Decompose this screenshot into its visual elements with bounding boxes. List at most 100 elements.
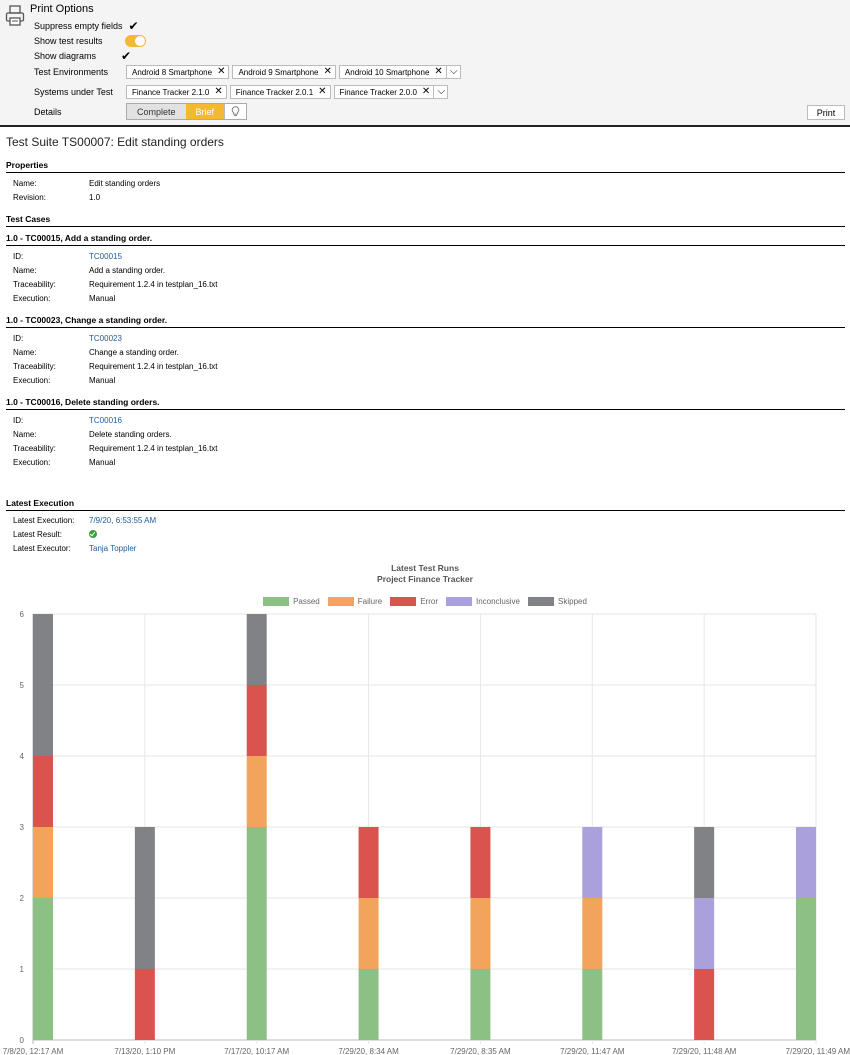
test-case-id-link[interactable]: TC00023 xyxy=(89,334,122,343)
latest-executor-link[interactable]: Tanja Toppler xyxy=(89,544,137,553)
y-tick-label: 0 xyxy=(20,1036,25,1045)
property-label: Name: xyxy=(13,179,37,188)
y-tick-label: 5 xyxy=(20,681,25,690)
chevron-down-icon[interactable]: ⌵ xyxy=(450,66,458,77)
field-value: Manual xyxy=(89,294,116,303)
x-tick-label: 7/8/20, 12:17 AM xyxy=(3,1047,64,1055)
field-label: Traceability: xyxy=(13,362,56,371)
field-label: ID: xyxy=(13,416,24,425)
show-results-row: Show test results xyxy=(34,34,103,48)
systems-under-test-row: Systems under Test xyxy=(34,85,113,99)
field-label: Name: xyxy=(13,266,37,275)
test-environments-label: Test Environments xyxy=(34,67,109,77)
sut-dropdown[interactable]: ⌵ xyxy=(433,85,449,99)
test-environments-select[interactable]: Android 8 Smartphone ✕ Android 9 Smartpho… xyxy=(126,65,464,79)
latest-execution-link[interactable]: 7/9/20, 6:53:55 AM xyxy=(89,516,157,525)
bar-segment-error xyxy=(470,827,491,898)
test-case-field: ID: TC00023 xyxy=(13,334,122,343)
field-value: Manual xyxy=(89,458,116,467)
x-tick-label: 7/29/20, 8:34 AM xyxy=(338,1047,399,1055)
field-value: Delete standing orders. xyxy=(89,430,172,439)
env-dropdown[interactable]: ⌵ xyxy=(445,65,461,79)
bar-segment-passed xyxy=(33,898,53,1040)
legend-swatch xyxy=(263,597,290,606)
lightbulb-icon[interactable] xyxy=(224,104,247,119)
field-value: Requirement 1.2.4 in testplan_16.txt xyxy=(89,362,218,371)
latest-execution-row: Latest Execution: 7/9/20, 6:53:55 AM xyxy=(13,516,156,525)
test-case-field: Name: Change a standing order. xyxy=(13,348,179,357)
print-button[interactable]: Print xyxy=(807,105,845,120)
legend-item-passed[interactable]: Passed xyxy=(263,597,320,606)
bar-segment-inconclusive xyxy=(582,827,603,898)
x-tick-label: 7/29/20, 11:47 AM xyxy=(560,1047,625,1055)
sut-chip-label: Finance Tracker 2.0.0 xyxy=(339,87,417,97)
env-chip: Android 9 Smartphone ✕ xyxy=(232,65,336,79)
show-results-toggle[interactable] xyxy=(125,35,146,47)
bar-segment-failure xyxy=(33,827,53,898)
print-options-panel: Print Options Suppress empty fields ✔ Sh… xyxy=(0,0,850,127)
field-label: Execution: xyxy=(13,376,51,385)
property-value: 1.0 xyxy=(89,193,101,202)
print-options-title: Print Options xyxy=(30,3,94,15)
bar-segment-skipped xyxy=(134,827,155,969)
field-value: Add a standing order. xyxy=(89,266,166,275)
legend-swatch xyxy=(445,597,472,606)
show-diagrams-checkbox[interactable]: ✔ xyxy=(121,49,132,63)
bar-segment-failure xyxy=(470,898,491,969)
test-case-field: ID: TC00016 xyxy=(13,416,122,425)
bar-segment-failure xyxy=(582,898,603,969)
bar-segment-passed xyxy=(358,969,379,1040)
bar-segment-skipped xyxy=(694,827,715,898)
field-label: ID: xyxy=(13,252,24,261)
test-case-field: Execution: Manual xyxy=(13,294,115,303)
bar-segment-passed xyxy=(246,827,267,1040)
legend-item-inconclusive[interactable]: Inconclusive xyxy=(445,597,521,606)
y-tick-label: 2 xyxy=(20,894,25,903)
suppress-empty-row: Suppress empty fields ✔ xyxy=(34,19,139,33)
latest-execution-heading: Latest Execution xyxy=(6,498,845,511)
env-chip: Android 10 Smartphone ✕ xyxy=(338,65,446,79)
test-case-field: Name: Delete standing orders. xyxy=(13,430,172,439)
test-case-id-link[interactable]: TC00016 xyxy=(89,416,122,425)
test-case-heading: 1.0 - TC00015, Add a standing order. xyxy=(6,233,845,246)
legend-label: Inconclusive xyxy=(475,597,521,606)
chevron-down-icon[interactable]: ⌵ xyxy=(437,86,446,97)
test-case-field: Execution: Manual xyxy=(13,458,115,467)
field-label: ID: xyxy=(13,334,24,343)
field-value: Requirement 1.2.4 in testplan_16.txt xyxy=(89,444,218,453)
details-brief-button[interactable]: Brief xyxy=(185,104,225,119)
systems-under-test-select[interactable]: Finance Tracker 2.1.0 ✕ Finance Tracker 2… xyxy=(126,85,451,99)
latest-result-value xyxy=(89,530,97,540)
printer-icon xyxy=(5,5,25,26)
sut-chip: Finance Tracker 2.1.0 ✕ xyxy=(126,85,227,99)
field-label: Latest Result: xyxy=(13,530,62,539)
field-label: Latest Execution: xyxy=(13,516,75,525)
chart-subtitle: Project Finance Tracker xyxy=(377,574,473,584)
remove-chip-icon[interactable]: ✕ xyxy=(318,86,327,97)
env-chip-label: Android 9 Smartphone xyxy=(238,67,319,77)
legend-label: Failure xyxy=(357,597,383,606)
details-complete-button[interactable]: Complete xyxy=(137,106,176,117)
legend-item-failure[interactable]: Failure xyxy=(327,597,383,606)
bar-segment-failure xyxy=(246,756,267,827)
env-chip: Android 8 Smartphone ✕ xyxy=(126,65,230,79)
test-case-heading: 1.0 - TC00016, Delete standing orders. xyxy=(6,397,845,410)
legend-item-skipped[interactable]: Skipped xyxy=(528,597,587,606)
test-case-heading: 1.0 - TC00023, Change a standing order. xyxy=(6,315,845,328)
details-row: Details xyxy=(34,105,62,119)
legend-item-error[interactable]: Error xyxy=(390,597,438,606)
suppress-empty-checkbox[interactable]: ✔ xyxy=(128,19,139,33)
sut-chip-label: Finance Tracker 2.1.0 xyxy=(132,87,210,97)
test-case-id-link[interactable]: TC00015 xyxy=(89,252,122,261)
remove-chip-icon[interactable]: ✕ xyxy=(421,86,431,97)
test-case-field: Name: Add a standing order. xyxy=(13,266,165,275)
bar-segment-error xyxy=(33,756,53,827)
field-label: Name: xyxy=(13,348,37,357)
remove-chip-icon[interactable]: ✕ xyxy=(214,86,223,97)
bar-segment-passed xyxy=(796,898,816,1040)
field-value: Change a standing order. xyxy=(89,348,179,357)
remove-chip-icon[interactable]: ✕ xyxy=(323,66,332,77)
field-label: Name: xyxy=(13,430,37,439)
remove-chip-icon[interactable]: ✕ xyxy=(217,66,226,77)
remove-chip-icon[interactable]: ✕ xyxy=(434,66,443,77)
